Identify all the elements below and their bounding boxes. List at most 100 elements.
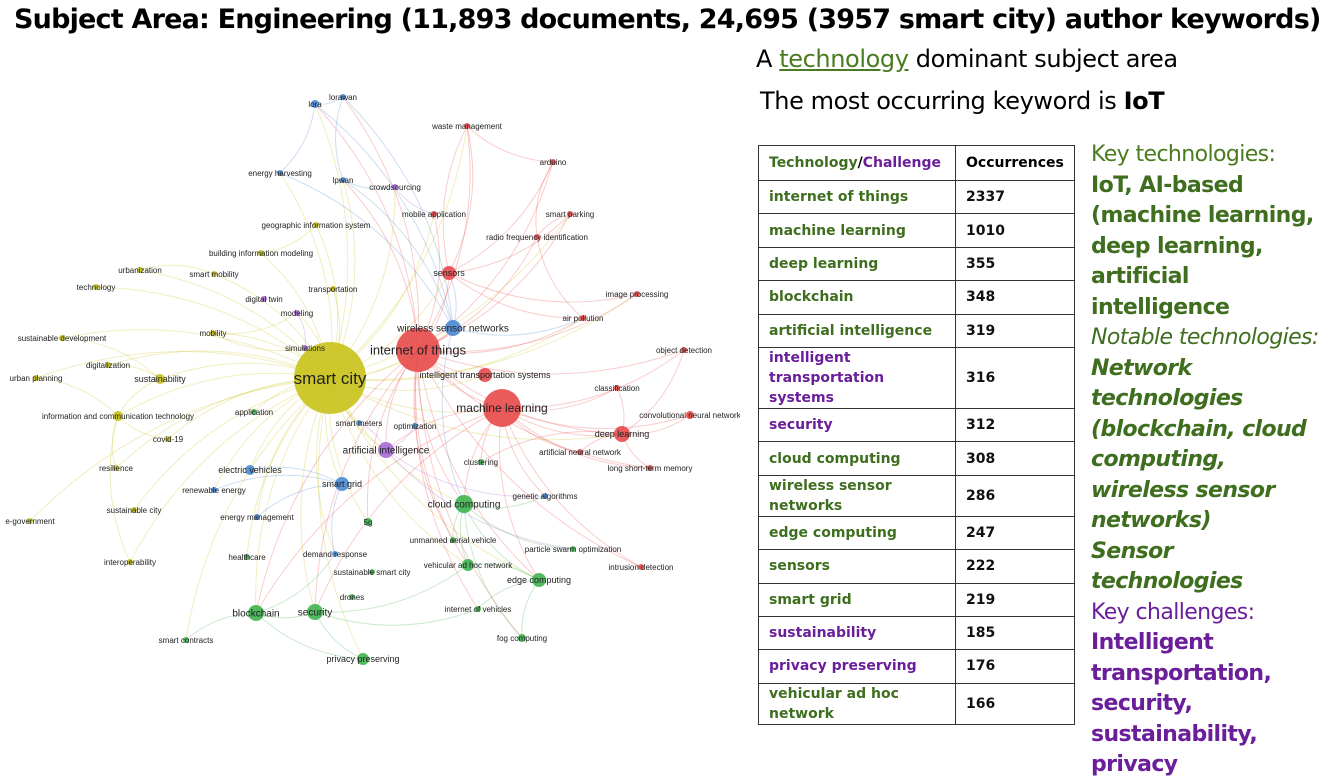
network-edge [448,125,474,274]
network-node [332,551,338,557]
network-edge [329,377,540,581]
notable-technologies-body: Network technologies (blockchain, cloud … [1091,355,1307,534]
network-node [357,653,369,665]
keyword-cell: intelligent transportation systems [758,346,956,409]
network-edge [61,337,161,380]
network-edge [314,349,419,613]
network-node [532,573,546,587]
network-edge [467,563,540,581]
header-occurrences: Occurrences [955,145,1075,181]
network-node-label: blockchain [232,609,279,620]
network-edge [501,407,642,568]
occurrence-cell: 247 [955,515,1075,551]
network-node-label: waste management [431,122,503,131]
network-node [277,170,283,176]
network-node [475,606,481,612]
network-node [378,442,394,458]
network-edge [417,125,471,351]
network-edge [61,329,331,379]
network-node-label: object detection [656,346,712,355]
network-node [356,420,362,426]
network-node-label: interoperability [104,558,156,567]
network-edge [329,293,638,381]
network-node [313,222,319,228]
table-row: privacy preserving 176 [758,649,1075,684]
network-edge [414,349,479,610]
network-node [431,211,437,217]
occurrence-cell: 185 [955,615,1075,651]
network-node-label: smart meters [336,419,383,428]
network-node [137,267,143,273]
network-node [542,493,548,499]
table-row: machine learning 1010 [758,213,1075,248]
network-edge [499,407,540,581]
network-edge [318,377,364,660]
network-node [577,449,583,455]
network-node [478,459,484,465]
network-node [638,564,644,570]
network-node-label: deep learning [595,429,650,439]
network-edge [442,125,468,274]
header-separator: / [857,155,863,171]
network-node-label: lpwan [333,176,354,185]
network-edge [366,349,419,523]
network-node-label: convolutional neural network [639,411,740,420]
network-node-label: energy management [220,513,294,522]
table-body: internet of things 2337 machine learning 10… [758,179,1075,725]
network-node [445,320,461,336]
table-row: internet of things 2337 [758,179,1075,215]
keyword-cell: vehicular ad hoc network [758,682,956,725]
network-node [211,271,217,277]
network-node-label: demand response [303,550,368,559]
network-node [567,211,573,217]
network-node-label: energy harvesting [248,169,312,178]
keyword-cell: sensors [758,549,956,584]
subtitle-highlight: technology [779,45,909,73]
occurrence-cell: 348 [955,280,1075,315]
network-edge [331,483,343,555]
network-node [27,518,33,524]
occurrence-cell: 222 [955,549,1075,584]
table-row: intelligent transportation systems 316 [758,346,1075,409]
network-edge [255,612,364,660]
network-edge [129,377,331,563]
network-node-label: renewable energy [182,486,246,495]
network-edge [342,179,419,351]
table-row: artificial intelligence 319 [758,313,1075,348]
network-edge [255,553,336,614]
network-node-label: mobile application [402,210,466,219]
network-node [33,375,39,381]
network-node [165,436,171,442]
network-edge [249,466,343,485]
network-node-label: simulations [285,344,325,353]
network-node-label: smart grid [322,479,362,489]
keyword-cell: smart grid [758,582,956,617]
occurrence-cell: 2337 [955,179,1075,215]
network-node-label: security [298,608,332,619]
sensor-technologies: Sensor technologies [1091,538,1243,595]
network-edge [501,407,651,469]
network-node-label: sustainable city [107,506,162,515]
network-node-label: cloud computing [428,500,501,511]
network-edge [35,377,119,417]
network-edge [413,349,454,541]
network-edge [256,483,343,518]
key-technologies-body: IoT, AI-based (machine learning, deep le… [1091,172,1314,320]
network-edge [314,103,349,379]
occurrence-cell: 316 [955,346,1075,409]
network-node [251,409,257,415]
network-node-label: internet of vehicles [445,605,512,614]
network-edge [279,103,316,174]
network-node [244,554,250,560]
network-edge [417,349,685,375]
network-node-label: lorawan [329,93,357,102]
header-technology: Technology [769,155,858,171]
network-node [392,184,398,190]
network-node-label: wireless sensor networks [396,324,509,335]
network-edge [111,415,119,469]
network-edge [535,161,554,238]
subtitle-prefix: A [756,45,780,73]
network-node [464,123,470,129]
